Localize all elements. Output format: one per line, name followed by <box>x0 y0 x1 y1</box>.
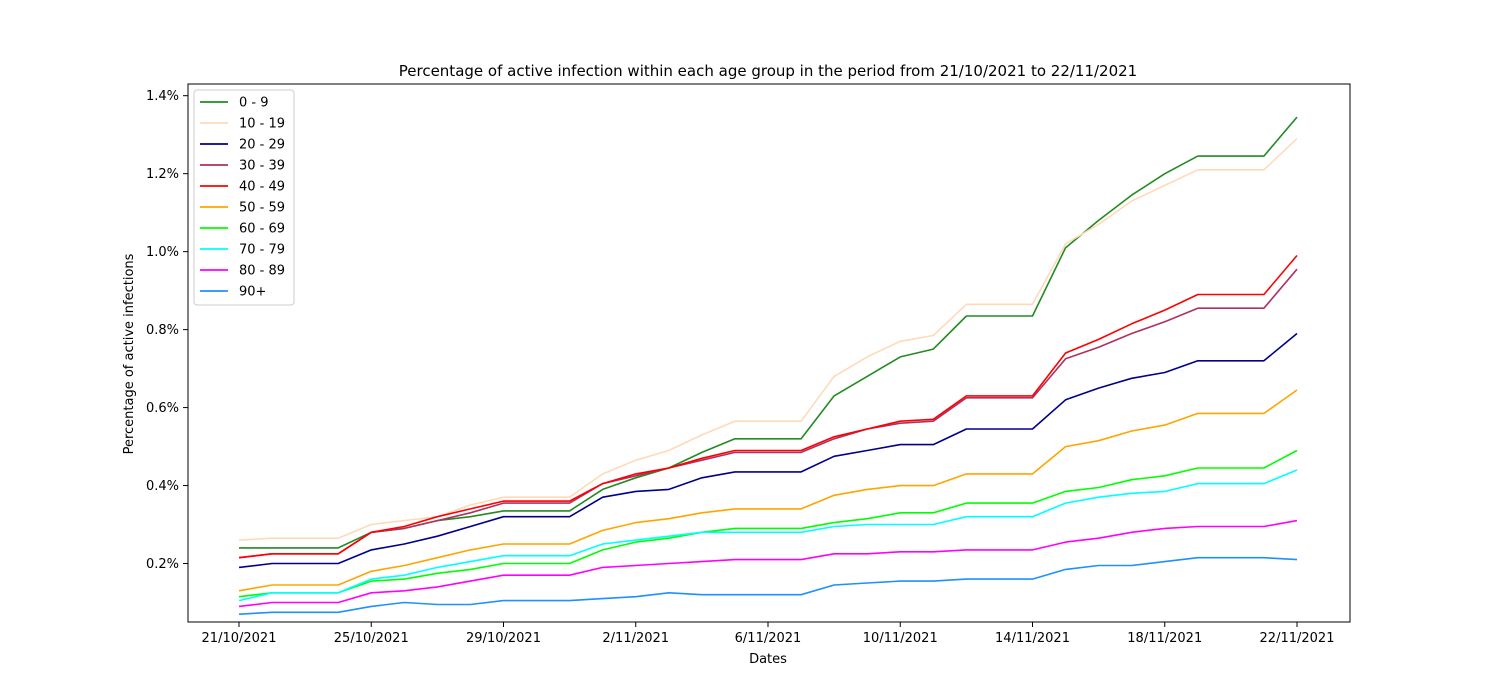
series-line-3 <box>238 268 1298 559</box>
y-tick-label: 0.2% <box>146 557 179 572</box>
y-axis: 0.2% 0.4% 0.6% 0.8% 1.0% 1.2% 1.4% <box>146 89 188 572</box>
series-line-0 <box>239 116 1298 549</box>
x-axis: 21/10/2021 25/10/2021 29/10/2021 2/11/2021 6… <box>202 622 1335 646</box>
y-axis-title: Percentage of active infections <box>122 253 137 454</box>
x-tick-label: 29/10/2021 <box>466 631 541 646</box>
series-line-4 <box>238 254 1298 559</box>
legend: 0 - 9 10 - 19 20 - 29 30 - 39 40 - 49 50 - 59… <box>193 89 295 306</box>
legend-label-5: 50 - 59 <box>239 201 285 216</box>
legend-label-3: 30 - 39 <box>239 159 285 174</box>
legend-label-8: 80 - 89 <box>239 264 285 279</box>
x-tick-label: 2/11/2021 <box>602 631 669 646</box>
plot-frame <box>187 83 1351 623</box>
legend-label-7: 70 - 79 <box>239 243 285 258</box>
y-tick-label: 1.2% <box>146 167 179 182</box>
y-tick-label: 1.0% <box>146 245 179 260</box>
legend-label-1: 10 - 19 <box>239 117 285 132</box>
chart-title: Percentage of active infection within ea… <box>399 62 1137 80</box>
plot-area <box>187 83 1351 623</box>
x-tick-label: 22/11/2021 <box>1260 631 1335 646</box>
y-tick-label: 1.4% <box>146 89 179 104</box>
series-line-8 <box>238 519 1298 608</box>
x-axis-title: Dates <box>749 652 787 667</box>
x-tick-label: 25/10/2021 <box>334 631 409 646</box>
x-tick-label: 18/11/2021 <box>1127 631 1202 646</box>
series-line-5 <box>238 389 1298 592</box>
series-line-2 <box>238 332 1298 569</box>
x-tick-label: 21/10/2021 <box>202 631 277 646</box>
legend-label-0: 0 - 9 <box>239 96 269 111</box>
legend-label-2: 20 - 29 <box>239 138 285 153</box>
series-line-7 <box>238 469 1298 602</box>
series-line-6 <box>238 449 1298 598</box>
x-tick-label: 10/11/2021 <box>863 631 938 646</box>
legend-label-9: 90+ <box>239 285 266 300</box>
y-tick-label: 0.4% <box>146 479 179 494</box>
x-tick-label: 14/11/2021 <box>995 631 1070 646</box>
series-line-1 <box>238 138 1298 541</box>
legend-label-6: 60 - 69 <box>239 222 285 237</box>
x-tick-label: 6/11/2021 <box>735 631 802 646</box>
legend-label-4: 40 - 49 <box>239 180 285 195</box>
y-tick-label: 0.8% <box>146 323 179 338</box>
series-line-9 <box>238 556 1298 615</box>
y-tick-label: 0.6% <box>146 401 179 416</box>
